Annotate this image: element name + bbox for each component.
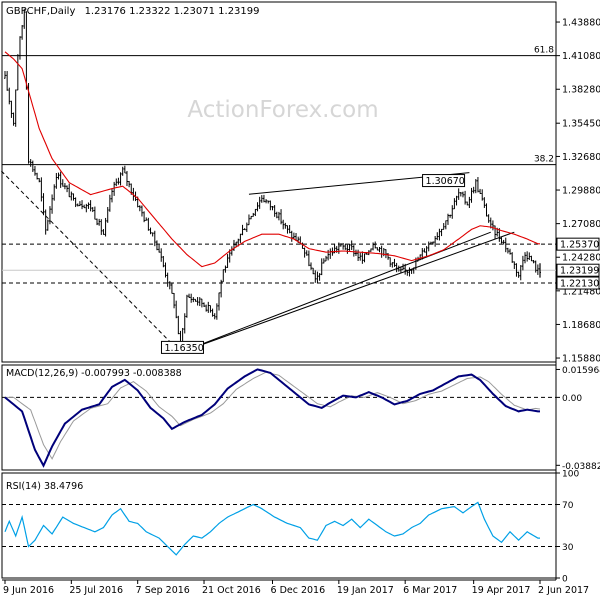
macd-layer xyxy=(2,368,556,468)
rsi-tick-label: 70 xyxy=(562,501,574,511)
price-tick-label: 1.43880 xyxy=(562,18,600,29)
macd-tick-label: 0.00 xyxy=(562,394,582,404)
price-annotation-box xyxy=(422,174,466,188)
rsi-tick-label: 100 xyxy=(562,470,579,480)
level-label-box xyxy=(556,276,600,290)
level-layer xyxy=(2,243,556,284)
rsi-title: RSI(14) 38.4796 xyxy=(6,481,83,492)
macd-panel xyxy=(1,364,557,471)
trendline xyxy=(0,168,181,353)
price-tick-label: 1.38280 xyxy=(562,85,600,96)
symbol-name: GBPCHF,Daily xyxy=(6,6,75,17)
time-tick-label: 2 Jun 2017 xyxy=(538,585,589,596)
current-price-label: 1.23199 xyxy=(560,266,599,277)
macd-title: MACD(12,26,9) -0.007993 -0.008388 xyxy=(6,368,182,379)
fib-level-label: 38.2 xyxy=(534,155,554,165)
rsi-layer xyxy=(2,501,556,556)
watermark: ActionForex.com xyxy=(187,97,378,123)
time-tick-label: 19 Jan 2017 xyxy=(337,585,394,596)
moving-average-layer xyxy=(4,51,540,268)
level-label: 1.22130 xyxy=(560,279,599,290)
time-tick-label: 7 Sep 2016 xyxy=(136,585,190,596)
price-tick-label: 1.41080 xyxy=(562,51,600,62)
rsi-tick-label: 30 xyxy=(562,543,574,553)
candle-layer xyxy=(4,8,541,348)
rising-trendline xyxy=(180,231,515,353)
symbol-title: GBPCHF,Daily 1.23176 1.23322 1.23071 1.2… xyxy=(6,6,260,17)
time-tick-label: 6 Mar 2017 xyxy=(403,585,457,596)
time-tick-label: 25 Jul 2016 xyxy=(69,585,123,596)
price-annotation-label: 1.30670 xyxy=(426,176,465,187)
rsi-tick-label: 0 xyxy=(562,575,568,585)
current-price-box xyxy=(556,263,600,277)
price-tick-label: 1.24280 xyxy=(562,253,600,264)
price-annotation-label: 1.16350 xyxy=(164,343,203,354)
rsi-line xyxy=(4,501,540,556)
price-annotation-box xyxy=(160,340,204,354)
price-tick-label: 1.32680 xyxy=(562,152,600,163)
level-label: 1.25370 xyxy=(560,240,599,251)
grid-layer: 61.8 38.2 xyxy=(2,46,556,166)
level-label-box xyxy=(556,237,600,251)
moving-average-line xyxy=(4,51,540,268)
time-tick-label: 21 Oct 2016 xyxy=(202,585,261,596)
time-tick-label: 19 Apr 2017 xyxy=(472,585,531,596)
time-tick-label: 6 Dec 2016 xyxy=(271,585,326,596)
axis-layer: 1.43880 1.41080 1.38280 1.35450 1.32680 1.298… xyxy=(3,18,600,596)
price-tick-label: 1.27080 xyxy=(562,219,600,230)
fib-level-label: 61.8 xyxy=(534,46,554,56)
price-tick-label: 1.29880 xyxy=(562,186,600,197)
macd-line xyxy=(4,368,540,468)
price-tick-label: 1.18680 xyxy=(562,320,600,331)
price-tick-label: 1.35450 xyxy=(562,119,600,130)
panel-frames xyxy=(1,1,557,581)
price-tick-label: 1.21480 xyxy=(562,286,600,297)
price-tick-label: 1.15880 xyxy=(562,354,600,365)
annotation-layer: 1.30670 1.16350 xyxy=(160,174,466,354)
ohlc-values: 1.23176 1.23322 1.23071 1.23199 xyxy=(85,6,260,17)
macd-tick-label: 0.015964 xyxy=(562,366,600,376)
time-tick-label: 9 Jun 2016 xyxy=(3,585,54,596)
rsi-panel xyxy=(1,472,557,579)
